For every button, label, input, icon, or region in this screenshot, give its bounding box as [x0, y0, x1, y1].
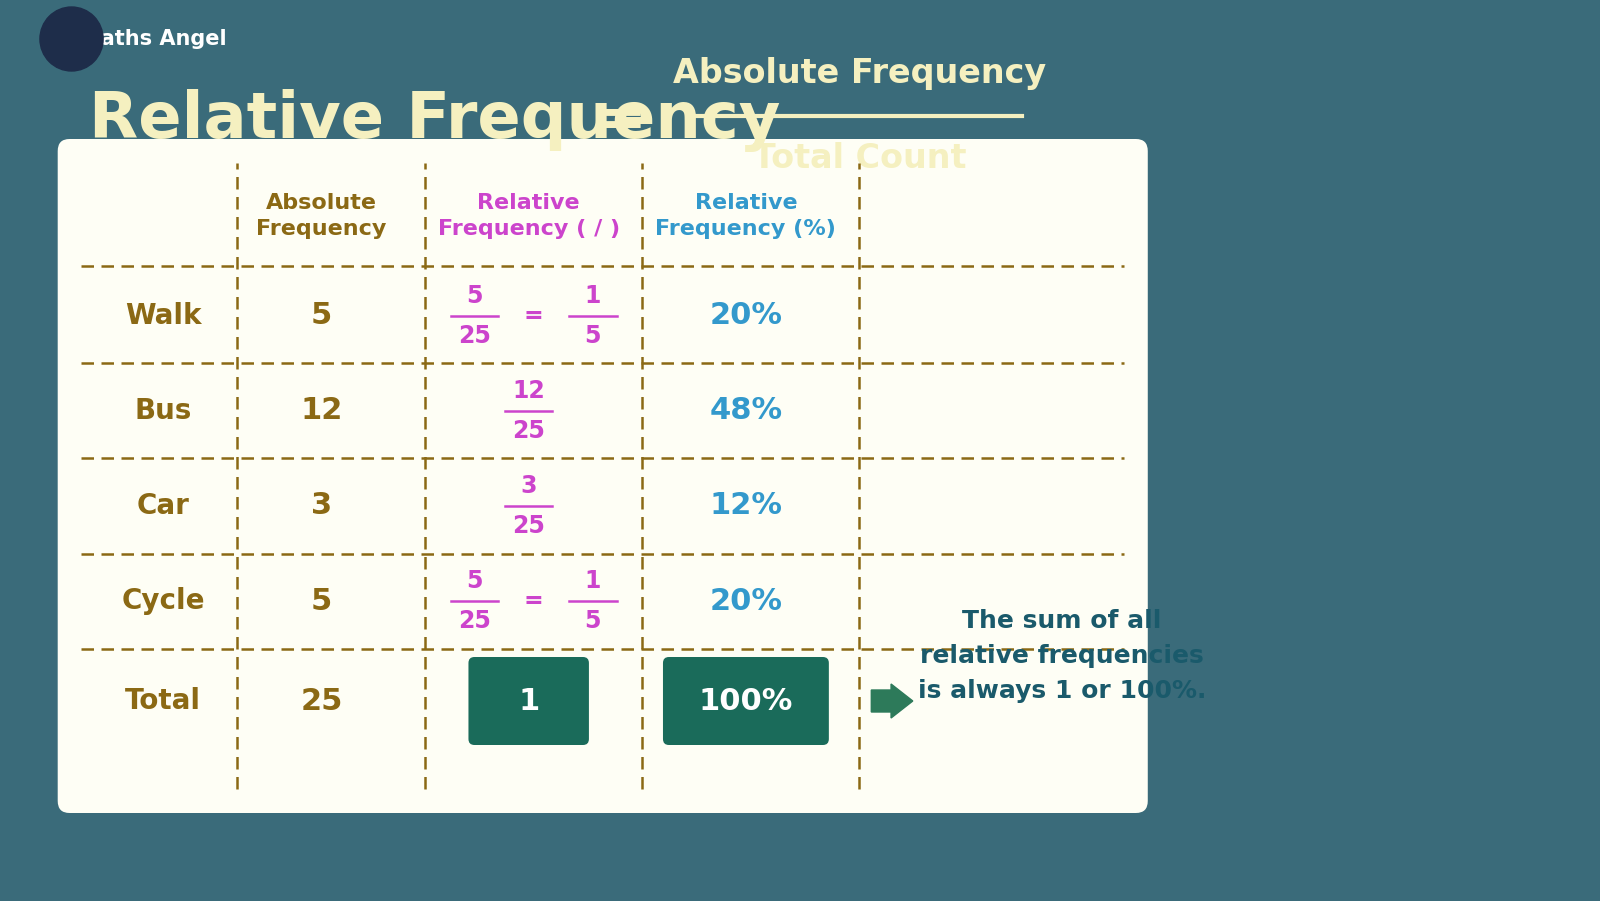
FancyBboxPatch shape — [662, 657, 829, 745]
Text: 5: 5 — [584, 324, 602, 348]
Text: 5: 5 — [310, 302, 331, 331]
Text: 25: 25 — [512, 514, 546, 538]
Text: 3: 3 — [310, 492, 331, 521]
Text: Total Count: Total Count — [752, 142, 966, 176]
Text: 5: 5 — [466, 569, 483, 593]
Text: 1: 1 — [584, 569, 602, 593]
Text: =: = — [523, 304, 544, 328]
Text: Maths Angel: Maths Angel — [80, 29, 227, 49]
Text: 5: 5 — [466, 284, 483, 308]
Text: Relative
Frequency ( / ): Relative Frequency ( / ) — [438, 193, 619, 239]
FancyBboxPatch shape — [58, 139, 1147, 813]
Text: The sum of all
relative frequencies
is always 1 or 100%.: The sum of all relative frequencies is a… — [918, 608, 1206, 704]
Text: Walk: Walk — [125, 302, 202, 330]
Text: 1: 1 — [518, 687, 539, 715]
Text: Relative
Frequency (%): Relative Frequency (%) — [656, 193, 837, 239]
Text: 20%: 20% — [709, 302, 782, 331]
Text: Relative Frequency: Relative Frequency — [90, 89, 781, 152]
Text: Car: Car — [138, 492, 190, 520]
Text: 12: 12 — [301, 396, 342, 425]
Text: 12: 12 — [512, 379, 546, 403]
Text: =: = — [523, 589, 544, 613]
Text: 5: 5 — [310, 587, 331, 615]
Text: Absolute Frequency: Absolute Frequency — [674, 57, 1046, 89]
FancyArrow shape — [872, 684, 912, 718]
Text: 25: 25 — [458, 324, 491, 348]
Text: 25: 25 — [512, 419, 546, 443]
Text: 12%: 12% — [709, 492, 782, 521]
Text: 25: 25 — [458, 609, 491, 633]
Text: Cycle: Cycle — [122, 587, 205, 615]
Text: =: = — [600, 94, 646, 148]
Text: Bus: Bus — [134, 397, 192, 425]
Circle shape — [40, 7, 102, 71]
Text: Total: Total — [125, 687, 202, 715]
Text: 25: 25 — [301, 687, 342, 715]
Text: 1: 1 — [584, 284, 602, 308]
Text: Absolute
Frequency: Absolute Frequency — [256, 193, 387, 239]
Text: 100%: 100% — [699, 687, 794, 715]
FancyBboxPatch shape — [469, 657, 589, 745]
Text: 20%: 20% — [709, 587, 782, 615]
Text: 5: 5 — [584, 609, 602, 633]
Text: 48%: 48% — [709, 396, 782, 425]
Text: 3: 3 — [520, 474, 538, 498]
